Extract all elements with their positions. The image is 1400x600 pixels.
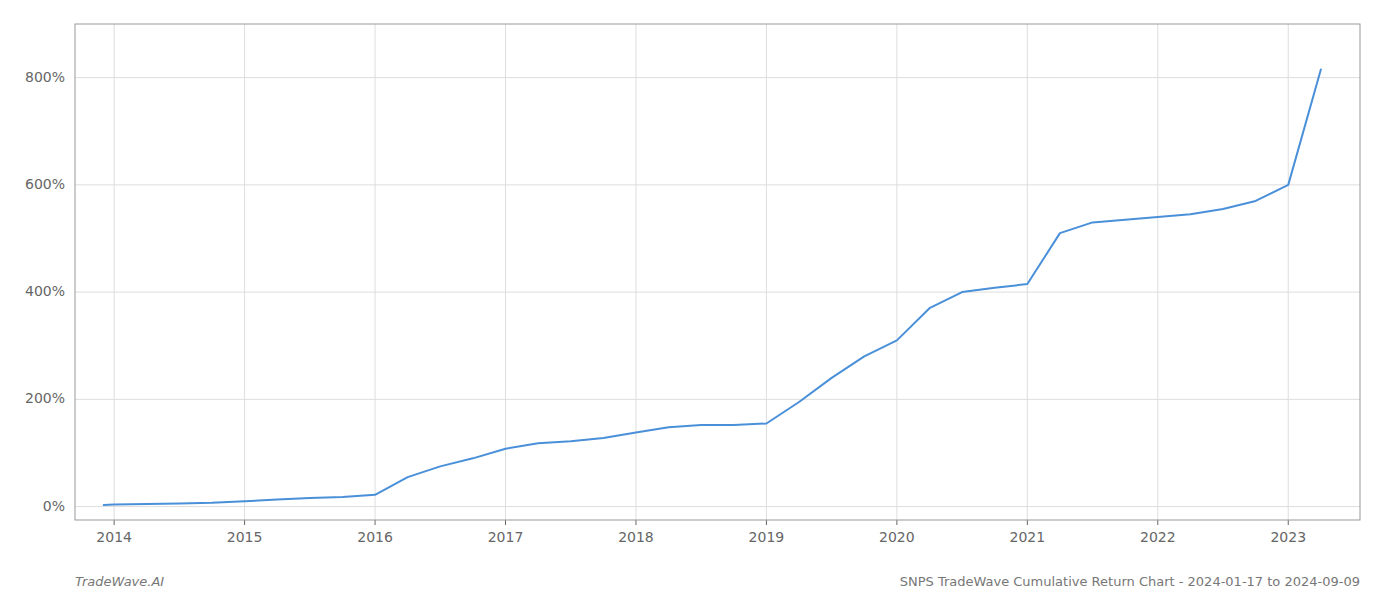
y-tick-label: 400% <box>25 283 65 299</box>
x-tick-label: 2014 <box>96 529 132 545</box>
x-tick-mark <box>244 520 245 525</box>
x-grid-line <box>244 24 245 520</box>
x-grid-line <box>1027 24 1028 520</box>
chart: 0% 200% 400% 600% 800% 2014 2015 2016 2017 2018 20… <box>0 0 1400 600</box>
x-grid-line <box>375 24 376 520</box>
x-grid-line <box>505 24 506 520</box>
x-tick-mark <box>505 520 506 525</box>
x-grid-line <box>1288 24 1289 520</box>
x-tick-label: 2015 <box>227 529 263 545</box>
x-grid-line <box>896 24 897 520</box>
x-tick-label: 2017 <box>488 529 524 545</box>
y-grid-line <box>75 77 1360 78</box>
x-tick-mark <box>114 520 115 525</box>
x-tick-mark <box>896 520 897 525</box>
y-tick-label: 200% <box>25 390 65 406</box>
x-grid-line <box>1157 24 1158 520</box>
x-tick-label: 2018 <box>618 529 654 545</box>
x-tick-mark <box>766 520 767 525</box>
y-tick-label: 600% <box>25 176 65 192</box>
line <box>104 70 1321 505</box>
x-tick-mark <box>1288 520 1289 525</box>
x-tick-label: 2020 <box>879 529 915 545</box>
title: SNPS TradeWave Cumulative Return Chart -… <box>900 574 1360 589</box>
y-grid-line <box>75 184 1360 185</box>
x-tick-mark <box>1157 520 1158 525</box>
x-grid-line <box>114 24 115 520</box>
series <box>104 70 1321 505</box>
y-tick-label: 800% <box>25 69 65 85</box>
x-tick-label: 2019 <box>749 529 785 545</box>
background <box>0 0 1400 600</box>
x-tick-label: 2016 <box>357 529 393 545</box>
x-tick-mark <box>635 520 636 525</box>
watermark: TradeWave.AI <box>75 574 164 589</box>
x-grid-line <box>766 24 767 520</box>
x-tick-label: 2021 <box>1010 529 1046 545</box>
x-grid-line <box>635 24 636 520</box>
y-grid-line <box>75 292 1360 293</box>
grid <box>75 24 1360 520</box>
axes: 0% 200% 400% 600% 800% 2014 2015 2016 2017 2018 20… <box>25 24 1360 545</box>
x-tick-mark <box>375 520 376 525</box>
y-grid-line <box>75 506 1360 507</box>
x-tick-label: 2022 <box>1140 529 1176 545</box>
y-grid-line <box>75 399 1360 400</box>
x-tick-label: 2023 <box>1270 529 1306 545</box>
x-tick-mark <box>1027 520 1028 525</box>
y-tick-label: 0% <box>43 498 65 514</box>
plot-frame <box>75 24 1360 520</box>
